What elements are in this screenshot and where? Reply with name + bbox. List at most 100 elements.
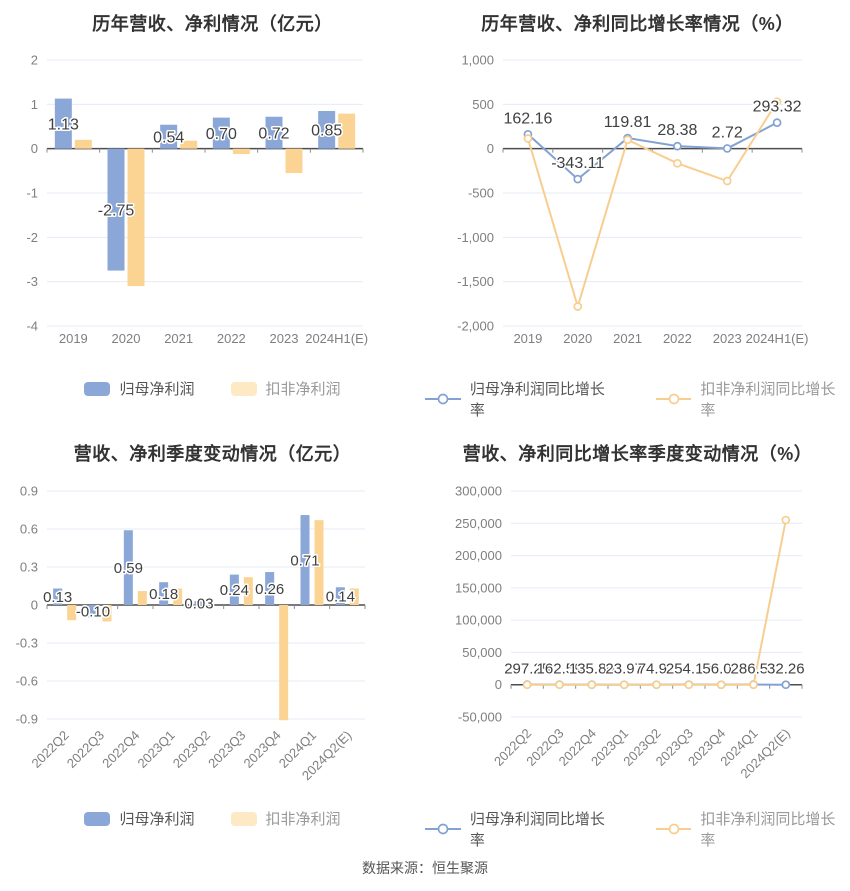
value-label: 254.18 [666, 661, 712, 678]
legend-line-marker-icon [655, 823, 692, 835]
y-tick-label: -1,000 [457, 230, 494, 245]
legend-line-marker-icon [425, 823, 461, 835]
value-label: 0.26 [255, 581, 284, 598]
chart-legend-quarterly-profit: 归母净利润 扣非净利润 [0, 808, 425, 829]
bar [67, 605, 77, 621]
panel-annual-profit: 历年营收、净利情况（亿元） 2 1 0 -1 -2 -3 -4 2019 2020 2021 202… [0, 0, 425, 430]
x-category-label: 2021 [164, 331, 193, 346]
data-point [781, 680, 791, 690]
panel-quarterly-growth: 营收、净利同比增长率季度变动情况（%） 300,000 250,000 200,00… [425, 430, 850, 860]
data-point [652, 680, 661, 690]
y-tick-label: 50,000 [462, 645, 502, 660]
legend-swatch-icon [230, 811, 257, 826]
bar [180, 140, 198, 149]
x-category-label: 2022 [663, 331, 692, 346]
chart-plot-quarterly-profit: 0.9 0.6 0.3 0 -0.3 -0.6 -0.9 2022Q2 2022Q3 2022Q4… [0, 470, 425, 805]
value-label: 135.80 [569, 661, 615, 678]
legend-item-扣非净利润同比增长率[interactable]: 扣非净利润同比增长率 [655, 808, 850, 850]
legend-item-归母净利润同比增长率[interactable]: 归母净利润同比增长率 [425, 808, 620, 850]
data-point [684, 680, 694, 690]
data-point [781, 515, 791, 525]
y-tick-label: 2 [31, 53, 38, 68]
legend-item-扣非净利润[interactable]: 扣非净利润 [230, 378, 341, 399]
legend-label: 扣非净利润同比增长率 [700, 811, 836, 849]
y-tick-label: 1 [31, 97, 38, 112]
y-tick-label: 150,000 [455, 580, 502, 595]
bar [127, 148, 145, 287]
chart-grid: 历年营收、净利情况（亿元） 2 1 0 -1 -2 -3 -4 2019 2020 2021 202… [0, 0, 850, 860]
x-category-label: 2022Q2 [28, 728, 71, 771]
bar [74, 139, 92, 149]
value-label: 119.81 [604, 114, 652, 131]
x-category-label: 2023Q2 [170, 728, 213, 771]
legend-swatch-icon [84, 811, 111, 826]
series-line [526, 101, 778, 308]
legend-item-归母净利润[interactable]: 归母净利润 [84, 808, 195, 829]
bar [137, 591, 147, 605]
chart-svg: 2 1 0 -1 -2 -3 -4 2019 2020 2021 2022 2023 2024H1(E)… [26, 53, 368, 347]
legend-label: 归母净利润同比增长率 [469, 381, 605, 419]
y-tick-label: 0 [487, 141, 494, 156]
value-label: 0.85 [311, 123, 342, 140]
value-label: 28.38 [657, 122, 697, 139]
value-label: 0.72 [258, 125, 289, 142]
chart-svg: 300,000 250,000 200,000 150,000 100,000 50,00… [455, 484, 806, 782]
data-point [523, 134, 533, 143]
bar [160, 124, 178, 149]
chart-title-annual-profit: 历年营收、净利情况（亿元） [92, 14, 333, 34]
bar [338, 113, 356, 149]
bar [54, 98, 72, 149]
legend-swatch-icon [84, 381, 111, 396]
legend-item-扣非净利润[interactable]: 扣非净利润 [230, 808, 341, 829]
value-label: 0.14 [326, 589, 355, 606]
legend-line-marker-icon [425, 393, 461, 405]
value-label: 297.25 [504, 661, 550, 678]
x-category-label: 2019 [59, 331, 88, 346]
x-category-label: 2023Q4 [240, 728, 283, 771]
value-label: 162.59 [537, 661, 583, 678]
x-category-label: 2022Q4 [99, 728, 142, 771]
value-label: 74.92 [638, 661, 676, 678]
chart-svg: 0.9 0.6 0.3 0 -0.3 -0.6 -0.92022Q22022Q32022Q4… [16, 484, 366, 783]
legend-circle [437, 393, 449, 405]
y-tick-label: -4 [26, 319, 38, 334]
y-tick-label: -2,000 [457, 319, 494, 334]
data-source-note: 数据来源：恒生聚源 [362, 860, 488, 876]
y-tick-label: 250,000 [455, 516, 502, 531]
y-tick-label: 0 [31, 598, 38, 613]
legend-item-归母净利润同比增长率[interactable]: 归母净利润同比增长率 [425, 378, 620, 420]
y-tick-label: -0.9 [16, 712, 38, 727]
data-point [522, 680, 532, 690]
x-category-label: 2024H1(E) [305, 331, 368, 346]
chart-title-quarterly-profit: 营收、净利季度变动情况（亿元） [73, 444, 352, 464]
data-point [573, 302, 583, 311]
legend-item-扣非净利润同比增长率[interactable]: 扣非净利润同比增长率 [655, 378, 850, 420]
legend-label: 扣非净利润 [265, 381, 341, 398]
chart-title-quarterly-growth: 营收、净利同比增长率季度变动情况（%） [462, 444, 813, 464]
y-tick-label: 200,000 [455, 548, 502, 563]
y-tick-label: 0 [495, 677, 502, 692]
y-tick-label: -0.6 [16, 674, 38, 689]
value-label: -2.75 [98, 202, 135, 219]
x-category-label: 2020 [112, 331, 141, 346]
legend-circle [668, 823, 679, 835]
legend-item-归母净利润[interactable]: 归母净利润 [84, 378, 195, 399]
data-point [722, 176, 732, 186]
panel-annual-growth: 历年营收、净利同比增长率情况（%） 1,000 500 0 -500 -1,000 -1,… [425, 0, 850, 430]
x-category-label: 2022 [217, 331, 246, 346]
value-label: 32.26 [767, 661, 805, 678]
y-tick-label: -500 [468, 186, 494, 201]
bar [314, 520, 324, 605]
data-point [722, 144, 732, 153]
data-point [555, 680, 564, 690]
value-label: 293.32 [753, 99, 802, 116]
value-label: 0.03 [184, 596, 213, 613]
bar [159, 582, 169, 605]
bar [265, 116, 283, 149]
chart-title-annual-growth: 历年营收、净利同比增长率情况（%） [481, 14, 794, 34]
value-label: 162.16 [503, 110, 552, 127]
bar [335, 587, 345, 605]
chart-plot-quarterly-growth: 300,000 250,000 200,000 150,000 100,000 50,00… [425, 470, 850, 805]
series-line [527, 121, 778, 181]
